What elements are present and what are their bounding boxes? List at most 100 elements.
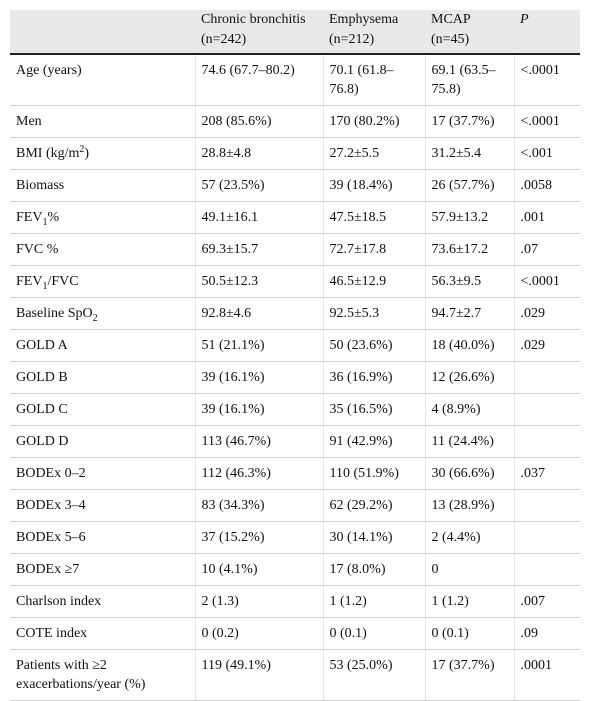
table-row: BMI (kg/m2) 28.8±4.8 27.2±5.5 31.2±5.4 <.001 [10,137,580,170]
header-row: Chronic bronchitis (n=242) Emphysema (n=… [10,10,580,55]
table-row: GOLD D 113 (46.7%) 91 (42.9%) 11 (24.4%) [10,425,580,458]
value-chronic-bronchitis: 0 (0.2) [195,617,324,650]
value-chronic-bronchitis: 50.5±12.3 [195,265,324,298]
value-emphysema: 30 (14.1%) [323,521,426,554]
value-chronic-bronchitis: 10 (4.1%) [195,553,324,586]
table-row: BODEx 5–6 37 (15.2%) 30 (14.1%) 2 (4.4%) [10,521,580,554]
value-mcap: 73.6±17.2 [425,233,515,266]
row-label: BODEx 3–4 [10,489,196,522]
row-label: BODEx 0–2 [10,457,196,490]
table-row: FEV1/FVC 50.5±12.3 46.5±12.9 56.3±9.5 <.0001 [10,265,580,298]
row-label: FEV1/FVC [10,265,196,298]
p-value: <.0001 [514,54,580,106]
header-col3-n: (n=45) [431,32,470,47]
value-mcap: 69.1 (63.5–75.8) [425,54,515,106]
value-chronic-bronchitis: 208 (85.6%) [195,105,324,138]
value-mcap: 56.3±9.5 [425,265,515,298]
header-col2-name: Emphysema [329,12,399,27]
table-row: Baseline SpO2 92.8±4.6 92.5±5.3 94.7±2.7.02… [10,297,580,330]
table-row: Charlson index 2 (1.3) 1 (1.2) 1 (1.2) .007 [10,585,580,618]
row-label-text: BODEx 0–2 [16,466,86,481]
value-emphysema: 50 (23.6%) [323,329,426,362]
p-value [514,553,580,586]
row-label-text: Baseline SpO [16,306,93,321]
row-label: GOLD A [10,329,196,362]
row-label-subscript: 1 [42,281,48,292]
row-label-text: COTE index [16,626,88,641]
table-body: Age (years) 74.6 (67.7–80.2) 70.1 (61.8–76… [10,54,580,701]
value-emphysema: 39 (18.4%) [323,169,426,202]
header-label [10,10,195,55]
p-value: .029 [514,297,580,330]
row-label-subscript: 1 [42,217,48,228]
value-emphysema: 92.5±5.3 [323,297,426,330]
row-label: Men [10,105,196,138]
value-emphysema: 46.5±12.9 [323,265,426,298]
value-mcap: 94.7±2.7 [425,297,515,330]
value-mcap: 26 (57.7%) [425,169,515,202]
value-mcap: 1 (1.2) [425,585,515,618]
value-chronic-bronchitis: 74.6 (67.7–80.2) [195,54,324,106]
row-label-text: BODEx 5–6 [16,530,86,545]
row-label-text: BODEx 3–4 [16,498,86,513]
value-chronic-bronchitis: 39 (16.1%) [195,393,324,426]
p-value: <.001 [514,137,580,170]
p-value: .029 [514,329,580,362]
value-chronic-bronchitis: 92.8±4.6 [195,297,324,330]
value-mcap: 30 (66.6%) [425,457,515,490]
row-label-text: BMI (kg/m [16,146,80,161]
value-emphysema: 27.2±5.5 [323,137,426,170]
value-mcap: 12 (26.6%) [425,361,515,394]
value-emphysema: 17 (8.0%) [323,553,426,586]
row-label-suffix: /FVC [47,274,79,289]
header-col1-n: (n=242) [201,32,247,47]
header-chronic-bronchitis: Chronic bronchitis (n=242) [195,10,323,55]
value-chronic-bronchitis: 113 (46.7%) [195,425,324,458]
p-value: .0058 [514,169,580,202]
value-mcap: 17 (37.7%) [425,649,515,701]
value-mcap: 11 (24.4%) [425,425,515,458]
value-mcap: 2 (4.4%) [425,521,515,554]
row-label-text: FEV [16,274,43,289]
value-emphysema: 35 (16.5%) [323,393,426,426]
value-mcap: 0 [425,553,515,586]
row-label-text: GOLD B [16,370,68,385]
value-mcap: 31.2±5.4 [425,137,515,170]
row-label-text: GOLD D [16,434,69,449]
value-mcap: 18 (40.0%) [425,329,515,362]
value-mcap: 0 (0.1) [425,617,515,650]
row-label: Biomass [10,169,196,202]
row-label: Patients with ≥2 exacerbations/year (%) [10,649,196,701]
row-label: FVC % [10,233,196,266]
row-label-text: Men [16,114,42,129]
row-label-text: BODEx ≥7 [16,562,80,577]
table-row: FVC % 69.3±15.7 72.7±17.8 73.6±17.2.07 [10,233,580,266]
value-emphysema: 110 (51.9%) [323,457,426,490]
row-label: Charlson index [10,585,196,618]
p-value [514,361,580,394]
table-row: GOLD B 39 (16.1%) 36 (16.9%) 12 (26.6%) [10,361,580,394]
value-chronic-bronchitis: 57 (23.5%) [195,169,324,202]
row-label-text: Biomass [16,178,65,193]
header-col3-name: MCAP [431,12,471,27]
value-chronic-bronchitis: 37 (15.2%) [195,521,324,554]
p-value [514,393,580,426]
value-emphysema: 1 (1.2) [323,585,426,618]
p-value: .07 [514,233,580,266]
row-label-text: FVC % [16,242,59,257]
row-label-text: FEV [16,210,43,225]
table-row: Age (years) 74.6 (67.7–80.2) 70.1 (61.8–76… [10,54,580,106]
value-chronic-bronchitis: 51 (21.1%) [195,329,324,362]
value-chronic-bronchitis: 2 (1.3) [195,585,324,618]
row-label: Age (years) [10,54,196,106]
row-label-text: Age (years) [16,63,82,78]
row-label-suffix: ) [84,146,90,161]
value-chronic-bronchitis: 69.3±15.7 [195,233,324,266]
row-label: BODEx ≥7 [10,553,196,586]
p-value: .001 [514,201,580,234]
value-emphysema: 91 (42.9%) [323,425,426,458]
p-value [514,489,580,522]
table-row: COTE index 0 (0.2) 0 (0.1) 0 (0.1) .09 [10,617,580,650]
value-mcap: 13 (28.9%) [425,489,515,522]
row-label: GOLD D [10,425,196,458]
